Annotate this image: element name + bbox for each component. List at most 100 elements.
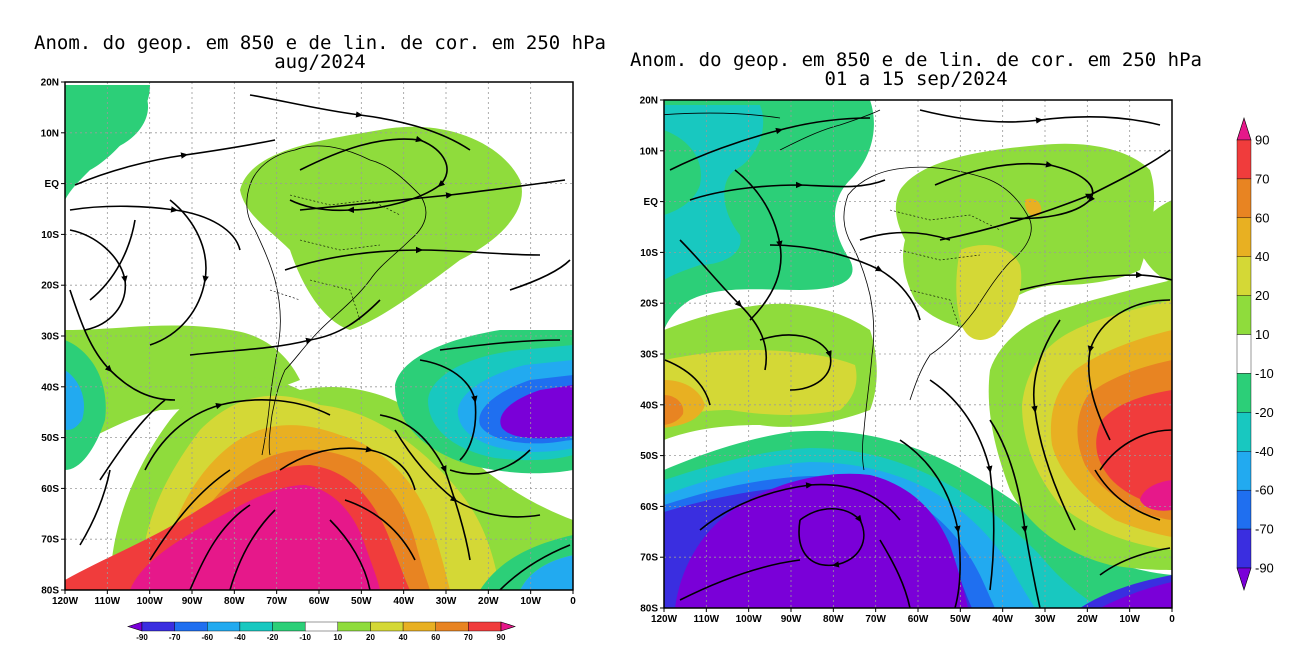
map2-lat-label: 60S	[640, 502, 658, 513]
map1-lon-label: 80W	[224, 596, 245, 607]
colorbar-h-swatch	[272, 621, 306, 632]
map2-lon-label: 0	[1169, 614, 1175, 625]
colorbar-v-swatch	[1236, 139, 1252, 180]
map2-lon-axis: 120W 110W 100W 90W 80W 70W 60W 50W 40W 30W 20W 10W 0	[651, 608, 1175, 625]
colorbar-h-label: 10	[333, 633, 342, 642]
map2-lat-axis: 20N 10N EQ 10S 20S 30S 40S 50S 60S 70S 80S	[640, 96, 664, 615]
colorbar-h-swatch	[435, 621, 469, 632]
map1-title-line2: aug/2024	[274, 51, 366, 73]
map2-lon-label: 120W	[651, 614, 678, 625]
colorbar-h-label: 20	[366, 633, 375, 642]
colorbar-v-label: -60	[1255, 483, 1274, 498]
map2-lon-label: 110W	[694, 614, 720, 625]
map2-lat-label: 30S	[640, 350, 658, 361]
map2-title-line2: 01 a 15 sep/2024	[824, 68, 1008, 90]
colorbar-h-label: 60	[431, 633, 440, 642]
map1-lon-label: 60W	[309, 596, 330, 607]
map1-lon-label: 20W	[478, 596, 499, 607]
map2-lat-label: EQ	[644, 197, 659, 208]
colorbar-h-swatch	[370, 621, 404, 632]
colorbar-v-label: 10	[1255, 327, 1269, 342]
map2-shading	[664, 100, 1172, 608]
map1-lat-label: 40S	[41, 382, 59, 393]
map1-lon-axis: 120W 110W 100W 90W 80W 70W 60W 50W 40W 30W 20W 10W 0	[52, 590, 576, 607]
map2-red-core	[1096, 390, 1172, 508]
colorbar-h-swatch	[337, 621, 371, 632]
map1-lon-label: 0	[570, 596, 576, 607]
map1-lon-label: 10W	[520, 596, 541, 607]
colorbar-h-swatch	[141, 621, 175, 632]
map2-lat-label: 20N	[640, 96, 658, 107]
map2-lon-label: 30W	[1035, 614, 1056, 625]
map1-lat-label: 50S	[41, 433, 59, 444]
map2-title: Anom. do geop. em 850 e de lin. de cor. …	[626, 51, 1206, 89]
map1-lon-label: 30W	[436, 596, 457, 607]
map2-lon-label: 60W	[908, 614, 929, 625]
map1-green-tropics	[240, 126, 522, 331]
colorbar-h-arrow-low	[127, 621, 143, 632]
map2-panel: 20N 10N EQ 10S 20S 30S 40S 50S 60S 70S 80S 120W 110…	[640, 96, 1176, 626]
colorbar-h-label: -40	[234, 633, 246, 642]
map2-lon-label: 10W	[1119, 614, 1140, 625]
colorbar-v-label: -20	[1255, 405, 1274, 420]
colorbar-v-swatch	[1236, 334, 1252, 374]
colorbar-v-label: -90	[1255, 561, 1274, 576]
map1-shading	[65, 82, 573, 590]
colorbar-h-swatch	[174, 621, 208, 632]
colorbar-h-swatch	[402, 621, 436, 632]
colorbar-v-label: 70	[1255, 171, 1269, 186]
map2-coastline	[843, 166, 1032, 471]
colorbar-h-swatch	[207, 621, 241, 632]
colorbar-h-label: 90	[497, 633, 506, 642]
map1-title: Anom. do geop. em 850 e de lin. de cor. …	[30, 34, 610, 72]
map1-lon-label: 110W	[95, 596, 121, 607]
map2-lat-label: 40S	[640, 400, 658, 411]
colorbar-v-label: -70	[1255, 522, 1274, 537]
map2-lat-label: 70S	[640, 553, 658, 564]
map1-lat-axis: 20N 10N EQ 10S 20S 30S 40S 50S 60S 70S 80S	[41, 78, 65, 597]
vertical-colorbar: -90 -70 -60 -40 -20 -10 10 20 40 60 70 90	[1236, 117, 1274, 591]
map1-lat-label: 10N	[41, 128, 59, 139]
colorbar-h-swatch	[468, 621, 502, 632]
colorbar-v-swatch	[1236, 295, 1252, 335]
map1-lon-label: 40W	[393, 596, 414, 607]
colorbar-v-arrow-high	[1236, 117, 1252, 141]
map2-lon-label: 40W	[992, 614, 1013, 625]
map1-magenta-core	[130, 485, 380, 590]
map1-lon-label: 120W	[52, 596, 79, 607]
map1-panel: 20N 10N EQ 10S 20S 30S 40S 50S 60S 70S 80S 120W 110…	[41, 78, 577, 608]
map1-lat-label: 20N	[41, 78, 59, 89]
colorbar-v-swatch	[1236, 489, 1252, 530]
map2-lon-label: 100W	[736, 614, 763, 625]
colorbar-v-swatch	[1236, 178, 1252, 219]
map1-lon-label: 70W	[266, 596, 287, 607]
colorbar-h-label: 70	[464, 633, 473, 642]
map1-lon-label: 90W	[182, 596, 203, 607]
map2-lon-label: 70W	[865, 614, 886, 625]
map1-streamlines	[69, 94, 571, 590]
map1-title-line1: Anom. do geop. em 850 e de lin. de cor. …	[34, 32, 606, 54]
colorbar-h-label: -20	[267, 633, 279, 642]
map2-title-line1: Anom. do geop. em 850 e de lin. de cor. …	[630, 49, 1202, 71]
colorbar-h-label: 40	[399, 633, 408, 642]
colorbar-v-label: 40	[1255, 249, 1269, 264]
map2-lon-label: 50W	[950, 614, 971, 625]
colorbar-h-swatch	[239, 621, 273, 632]
map1-lat-label: 30S	[41, 332, 59, 343]
colorbar-v-arrow-low	[1236, 567, 1252, 591]
map1-coastline	[246, 145, 427, 456]
colorbar-h-swatch	[304, 621, 339, 632]
map2-lon-label: 20W	[1077, 614, 1098, 625]
map1-lat-label: 80S	[41, 586, 59, 597]
map2-streamlines	[664, 109, 1172, 608]
colorbar-v-swatch	[1236, 217, 1252, 257]
colorbar-h-label: -90	[136, 633, 148, 642]
map1-lat-label: 70S	[41, 535, 59, 546]
map2-lat-label: 80S	[640, 604, 658, 615]
map1-lat-label: 20S	[41, 281, 59, 292]
colorbar-v-label: -40	[1255, 444, 1274, 459]
map1-lat-label: 60S	[41, 484, 59, 495]
colorbar-h-label: -10	[299, 633, 311, 642]
colorbar-h-label: -70	[169, 633, 181, 642]
colorbar-v-swatch	[1236, 412, 1252, 452]
